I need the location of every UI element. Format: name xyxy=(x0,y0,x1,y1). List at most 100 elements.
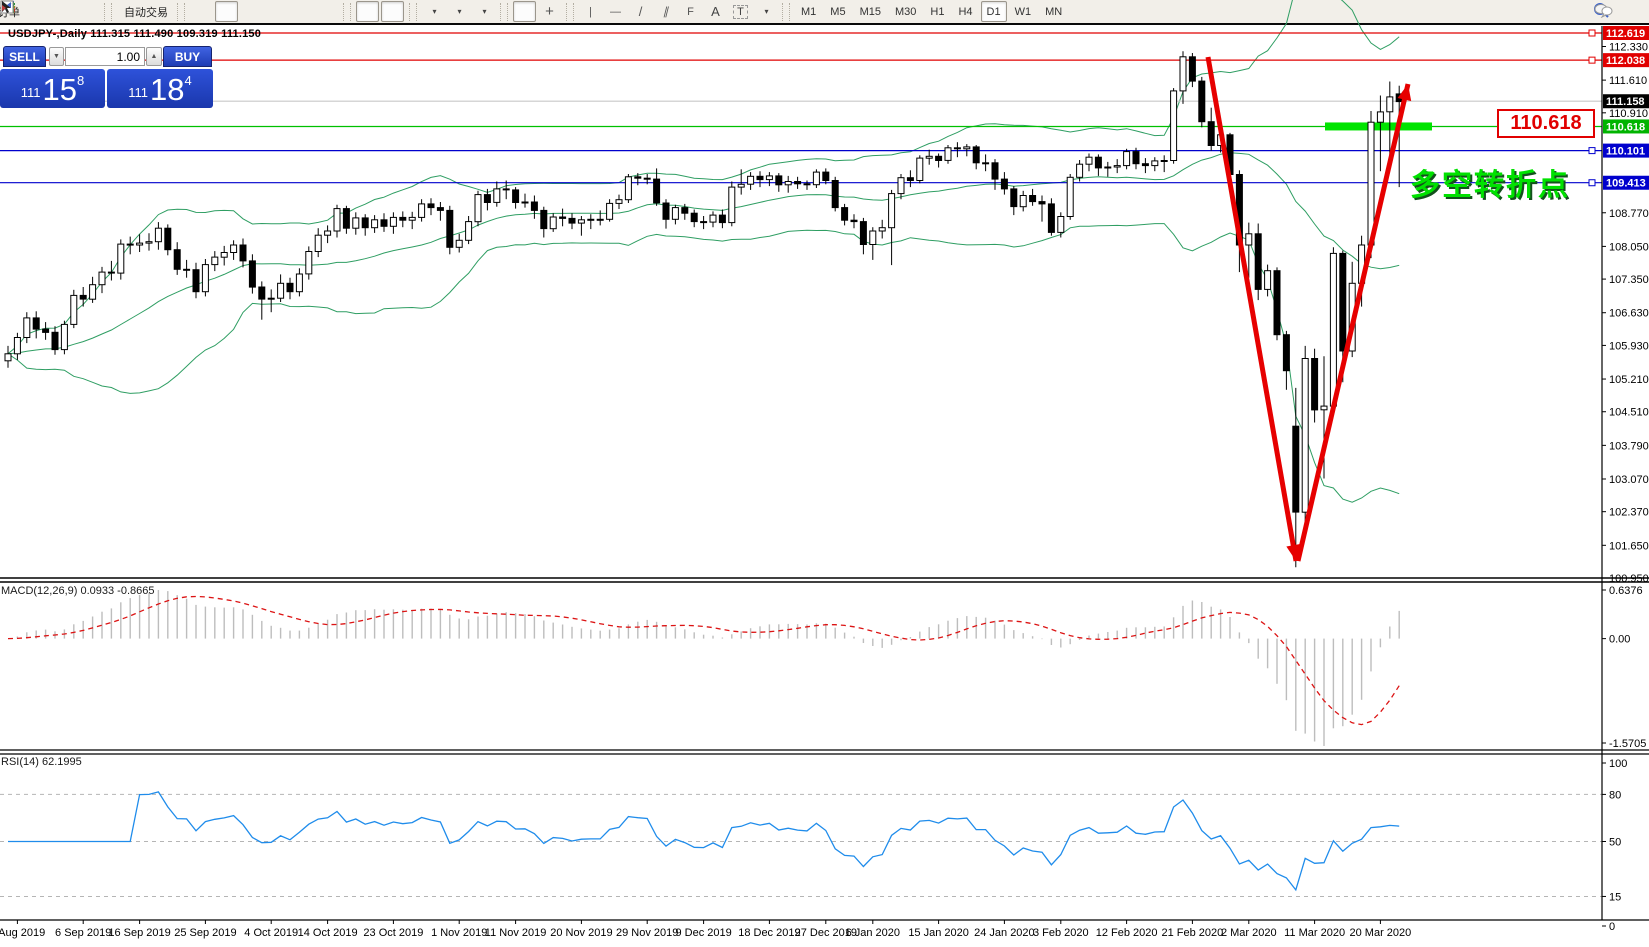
svg-text:24 Jan 2020: 24 Jan 2020 xyxy=(974,927,1035,939)
rsi-label: RSI(14) 62.1995 xyxy=(1,756,82,768)
bollinger-bands xyxy=(7,0,1400,503)
volume-up-button[interactable]: ▲ xyxy=(146,47,162,66)
crosshair-icon: + xyxy=(545,3,554,20)
svg-text:18 Dec 2019: 18 Dec 2019 xyxy=(738,927,800,939)
buy-price-tile[interactable]: 111 18 4 xyxy=(107,69,213,108)
macd-label: MACD(12,26,9) 0.0933 -0.8665 xyxy=(1,585,155,597)
macd-pane xyxy=(7,590,1400,746)
timeframe-M15[interactable]: M15 xyxy=(859,5,881,18)
toolbar-grip[interactable] xyxy=(177,2,185,21)
timeframe-MN[interactable]: MN xyxy=(1045,5,1063,18)
svg-text:3 Feb 2020: 3 Feb 2020 xyxy=(1033,927,1089,939)
timeframe-D1[interactable]: D1 xyxy=(980,1,1007,22)
volume-input[interactable] xyxy=(65,47,145,66)
svg-text:15: 15 xyxy=(1609,891,1621,903)
svg-text:16 Sep 2019: 16 Sep 2019 xyxy=(108,927,170,939)
svg-text:0: 0 xyxy=(1609,921,1615,933)
svg-text:6 Sep 2019: 6 Sep 2019 xyxy=(55,927,111,939)
sell-button[interactable]: SELL xyxy=(3,46,46,67)
timeframe-bar: M1 M5 M15 M30 H1 H4 D1 W1 MN xyxy=(794,1,1069,22)
chat-button[interactable] xyxy=(1594,2,1642,23)
text-tool-button[interactable]: A xyxy=(704,1,727,22)
volume-down-button[interactable]: ▼ xyxy=(49,47,64,66)
arrows-tool-icon xyxy=(2,2,11,11)
svg-text:15 Jan 2020: 15 Jan 2020 xyxy=(908,927,969,939)
svg-text:80: 80 xyxy=(1609,789,1621,801)
timeframe-M5[interactable]: M5 xyxy=(830,5,846,18)
svg-text:111.158: 111.158 xyxy=(1606,96,1645,108)
price-level-lines[interactable] xyxy=(0,29,1602,187)
timeframe-M1[interactable]: M1 xyxy=(801,5,817,18)
svg-text:100.950: 100.950 xyxy=(1609,573,1649,585)
spinner-down-icon: ▼ xyxy=(53,53,60,60)
timeframe-H1[interactable]: H1 xyxy=(930,5,945,18)
price-annotation-box[interactable]: 110.618 xyxy=(1497,109,1595,138)
svg-text:20 Nov 2019: 20 Nov 2019 xyxy=(550,927,612,939)
svg-text:23 Oct 2019: 23 Oct 2019 xyxy=(363,927,423,939)
buy-price-prefix: 111 xyxy=(128,85,149,100)
svg-text:108.050: 108.050 xyxy=(1609,241,1649,253)
svg-text:8 Aug 2019: 8 Aug 2019 xyxy=(0,927,45,939)
svg-text:9 Dec 2019: 9 Dec 2019 xyxy=(675,927,731,939)
trend-arrows[interactable] xyxy=(1205,56,1412,562)
vertical-line-tool-button[interactable]: | xyxy=(579,1,602,22)
timeframe-H4[interactable]: H4 xyxy=(958,5,973,18)
text-icon: A xyxy=(711,4,720,19)
trendline-icon: / xyxy=(638,4,643,19)
horizontal-line-tool-button[interactable]: — xyxy=(604,1,627,22)
buy-price-big: 18 xyxy=(150,72,185,107)
arrows-caret-icon: ▾ xyxy=(764,7,769,16)
green-level-highlight[interactable] xyxy=(1325,122,1432,131)
svg-text:2 Mar 2020: 2 Mar 2020 xyxy=(1221,927,1277,939)
svg-text:111.610: 111.610 xyxy=(1609,75,1647,87)
indicators-caret-icon: ▾ xyxy=(432,7,437,16)
fibonacci-tool-button[interactable]: F xyxy=(679,1,702,22)
toolbar-grip[interactable] xyxy=(409,2,417,21)
svg-text:4 Oct 2019: 4 Oct 2019 xyxy=(244,927,298,939)
toolbar-grip[interactable] xyxy=(500,2,508,21)
buy-button[interactable]: BUY xyxy=(163,46,212,67)
templates-caret-icon: ▾ xyxy=(482,7,487,16)
svg-text:20 Mar 2020: 20 Mar 2020 xyxy=(1350,927,1412,939)
toolbar-grip[interactable] xyxy=(566,2,574,21)
svg-text:105.210: 105.210 xyxy=(1609,374,1649,386)
svg-text:1 Nov 2019: 1 Nov 2019 xyxy=(431,927,487,939)
toolbar-grip[interactable] xyxy=(782,2,790,21)
text-label-icon: T xyxy=(733,4,748,19)
svg-text:29 Nov 2019: 29 Nov 2019 xyxy=(616,927,678,939)
chinese-annotation[interactable]: 多空转折点 xyxy=(1410,169,1570,202)
svg-text:21 Feb 2020: 21 Feb 2020 xyxy=(1162,927,1224,939)
timeframe-M30[interactable]: M30 xyxy=(894,5,917,18)
horizontal-line-icon: — xyxy=(610,5,621,18)
svg-text:6 Jan 2020: 6 Jan 2020 xyxy=(846,927,900,939)
toolbar-grip[interactable] xyxy=(104,2,112,21)
sell-price-sup: 8 xyxy=(77,73,85,88)
svg-text:105.930: 105.930 xyxy=(1609,340,1649,352)
one-click-trading-panel: SELL ▼ ▲ BUY 111 15 8 111 18 4 xyxy=(0,46,215,108)
price-axis[interactable]: 112.330 111.610 110.910 108.770 108.050 107.3… xyxy=(1602,26,1649,933)
svg-text:107.350: 107.350 xyxy=(1609,274,1649,286)
toolbar-grip[interactable] xyxy=(343,2,351,21)
periods-caret-icon: ▾ xyxy=(457,7,462,16)
svg-text:0.6376: 0.6376 xyxy=(1609,585,1643,597)
spinner-up-icon: ▲ xyxy=(150,53,158,60)
toolbar: 订单 自动交易 xyxy=(0,0,1649,25)
chart-title: USDJPY-,Daily 111.315 111.490 109.319 11… xyxy=(8,28,261,40)
svg-text:108.770: 108.770 xyxy=(1609,208,1649,220)
svg-text:100: 100 xyxy=(1609,758,1627,770)
arrows-tool-button[interactable]: ▾ xyxy=(2,1,777,22)
text-label-tool-button[interactable]: T xyxy=(729,1,752,22)
cursor-tool-button[interactable] xyxy=(2,1,536,22)
svg-text:102.370: 102.370 xyxy=(1609,507,1649,519)
channel-tool-button[interactable]: ∥ xyxy=(654,1,677,22)
crosshair-tool-button[interactable]: + xyxy=(538,1,561,22)
timeframe-W1[interactable]: W1 xyxy=(1014,5,1032,18)
svg-text:12 Feb 2020: 12 Feb 2020 xyxy=(1096,927,1158,939)
vertical-line-icon: | xyxy=(589,5,592,18)
sell-price-tile[interactable]: 111 15 8 xyxy=(0,69,105,108)
candles xyxy=(4,51,1403,568)
trendline-tool-button[interactable]: / xyxy=(629,1,652,22)
